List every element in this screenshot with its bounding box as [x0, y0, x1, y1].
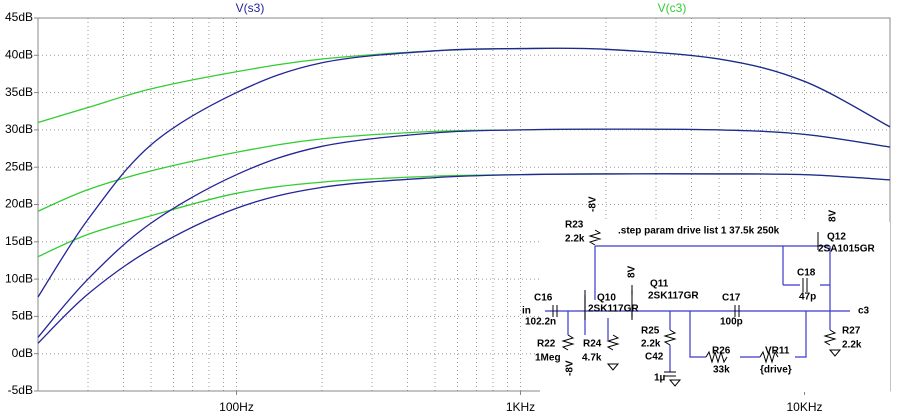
label: VR11	[765, 346, 790, 357]
line	[37, 47, 891, 128]
y-tick-label: -5dB	[8, 383, 33, 397]
plot-frame	[37, 17, 891, 392]
label: 2SA1015GR	[818, 244, 875, 255]
schematic-bg	[540, 222, 890, 392]
y-tick-label: 35dB	[5, 85, 33, 99]
label: R25	[641, 326, 660, 337]
label: 47p	[799, 292, 816, 303]
y-tick-label: 30dB	[5, 122, 33, 136]
x-tick-label: 100Hz	[219, 400, 254, 414]
label: 2SK117GR	[648, 291, 699, 302]
symbols	[552, 229, 842, 387]
schematic: .step param drive list 1 37.5k 250k R23 …	[522, 196, 890, 392]
label: Q11	[650, 279, 669, 290]
y-tick-label: 40dB	[5, 47, 33, 61]
label: R24	[583, 339, 602, 350]
label: R27	[842, 326, 861, 337]
label: R22	[537, 339, 556, 350]
label: -8V	[565, 360, 576, 376]
label: 100p	[720, 317, 743, 328]
label: 1µ	[654, 373, 666, 384]
y-tick-label: 45dB	[5, 10, 33, 24]
label: C42	[645, 352, 664, 363]
legend-entry: V(c3)	[658, 1, 687, 15]
y-tick-label: 15dB	[5, 234, 33, 248]
line	[37, 128, 891, 212]
line	[37, 128, 891, 338]
y-tick-label: 20dB	[5, 197, 33, 211]
x-tick-label: 1KHz	[506, 400, 535, 414]
y-tick-label: 10dB	[5, 271, 33, 285]
label: 1Meg	[535, 353, 561, 364]
label: c3	[858, 306, 870, 317]
label: Q10	[597, 293, 616, 304]
label: 102.2n	[525, 317, 556, 328]
label: -8V	[588, 196, 599, 212]
y-tick-label: 5dB	[12, 309, 33, 323]
legend-entry: V(s3)	[236, 1, 265, 15]
label: .step param drive list 1 37.5k 250k	[618, 226, 780, 237]
line	[37, 173, 891, 344]
x-tick-label: 10KHz	[786, 400, 822, 414]
label: 8V	[828, 209, 839, 222]
label: 8V	[627, 265, 638, 278]
label: 4.7k	[582, 353, 602, 364]
label: R23	[565, 220, 584, 231]
label: R26	[712, 346, 731, 357]
line	[37, 47, 891, 298]
y-tick-label: 25dB	[5, 159, 33, 173]
label: 33k	[713, 365, 730, 376]
y-tick-label: 0dB	[12, 346, 33, 360]
label: 2SK117GR	[588, 304, 639, 315]
label: {drive}	[760, 365, 792, 376]
label: 2.2k	[641, 339, 661, 350]
label: 2.2k	[842, 340, 862, 351]
label: Q12	[827, 232, 846, 243]
label: C16	[534, 293, 553, 304]
label: in	[522, 306, 531, 317]
label: 2.2k	[565, 234, 585, 245]
label: C18	[797, 268, 816, 279]
label: C17	[722, 293, 741, 304]
